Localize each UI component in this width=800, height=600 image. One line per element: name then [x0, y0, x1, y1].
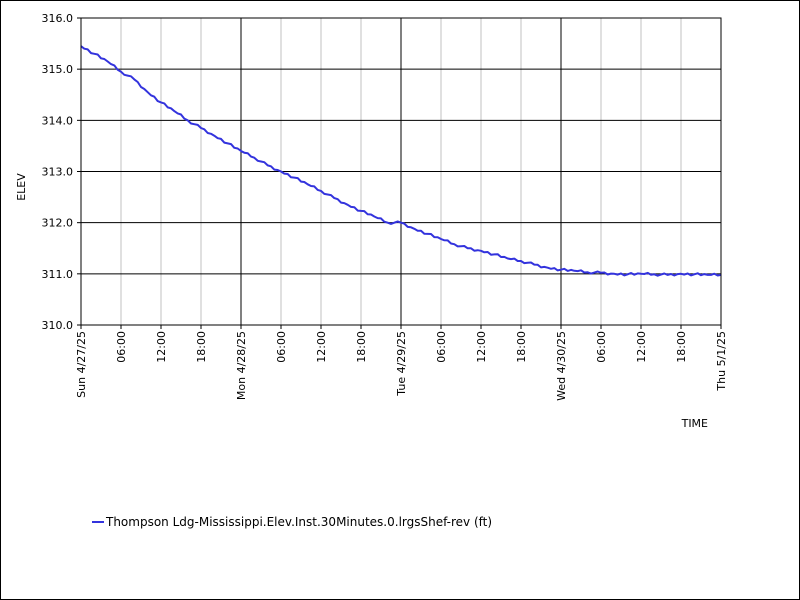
x-minor-tick-label: 18:00	[355, 331, 368, 363]
y-tick-label: 310.0	[42, 319, 74, 332]
x-major-tick-label: Thu 5/1/25	[715, 331, 728, 392]
x-major-tick-label: Tue 4/29/25	[395, 331, 408, 397]
y-tick-label: 314.0	[42, 114, 74, 127]
x-axis-ticks: Sun 4/27/25 06:00 12:00 18:00 Mon 4/28/25 06:…	[75, 325, 728, 401]
x-minor-tick-label: 12:00	[155, 331, 168, 363]
y-tick-label: 312.0	[42, 217, 74, 230]
x-minor-tick-label: 06:00	[435, 331, 448, 363]
y-axis-title: ELEV	[15, 173, 28, 201]
x-major-tick-label: Sun 4/27/25	[75, 331, 88, 398]
x-minor-tick-label: 12:00	[315, 331, 328, 363]
x-minor-tick-label: 12:00	[635, 331, 648, 363]
x-major-tick-label: Mon 4/28/25	[235, 331, 248, 400]
series-line-0	[80, 45, 722, 277]
legend-entry-label: Thompson Ldg-Mississippi.Elev.Inst.30Min…	[105, 515, 492, 529]
x-minor-tick-label: 06:00	[275, 331, 288, 363]
y-tick-label: 313.0	[42, 166, 74, 179]
y-tick-label: 311.0	[42, 268, 74, 281]
x-minor-tick-label: 06:00	[595, 331, 608, 363]
x-minor-tick-label: 18:00	[675, 331, 688, 363]
x-minor-tick-label: 06:00	[115, 331, 128, 363]
x-axis-title: TIME	[681, 417, 708, 430]
series-layer	[80, 45, 722, 277]
x-minor-tick-label: 18:00	[195, 331, 208, 363]
x-minor-tick-label: 18:00	[515, 331, 528, 363]
legend: Thompson Ldg-Mississippi.Elev.Inst.30Min…	[92, 515, 492, 529]
plot-border	[80, 17, 722, 326]
y-axis-ticks: 310.0 311.0 312.0 313.0 314.0 315.0 316.0	[42, 12, 81, 332]
y-tick-label: 315.0	[42, 63, 74, 76]
x-minor-tick-label: 12:00	[475, 331, 488, 363]
y-tick-label: 316.0	[42, 12, 74, 25]
x-major-tick-label: Wed 4/30/25	[555, 331, 568, 401]
